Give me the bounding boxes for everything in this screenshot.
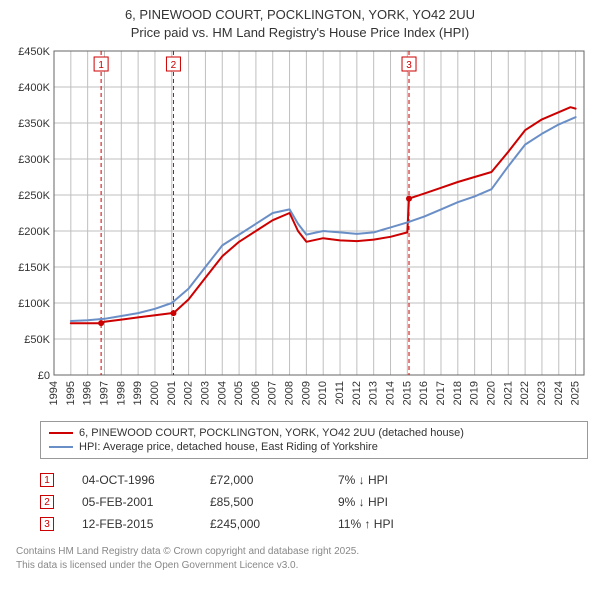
markers-table: 1 04-OCT-1996 £72,000 7% ↓ HPI 2 05-FEB-… xyxy=(40,469,588,535)
title-line2: Price paid vs. HM Land Registry's House … xyxy=(0,24,600,42)
svg-text:2023: 2023 xyxy=(536,381,548,405)
svg-text:2009: 2009 xyxy=(300,381,312,405)
svg-text:2013: 2013 xyxy=(368,381,380,405)
svg-text:2008: 2008 xyxy=(284,381,296,405)
legend-swatch-1 xyxy=(49,432,73,434)
legend-row-2: HPI: Average price, detached house, East… xyxy=(49,440,579,454)
marker-price: £85,500 xyxy=(210,495,310,509)
svg-text:£0: £0 xyxy=(38,370,50,382)
svg-text:1997: 1997 xyxy=(98,381,110,405)
marker-row-1: 1 04-OCT-1996 £72,000 7% ↓ HPI xyxy=(40,469,588,491)
svg-text:3: 3 xyxy=(406,60,412,71)
svg-text:2005: 2005 xyxy=(233,381,245,405)
svg-text:1: 1 xyxy=(98,60,104,71)
svg-text:2006: 2006 xyxy=(250,381,262,405)
svg-text:2001: 2001 xyxy=(166,381,178,405)
svg-text:1994: 1994 xyxy=(48,381,60,405)
marker-date: 05-FEB-2001 xyxy=(82,495,182,509)
marker-date: 04-OCT-1996 xyxy=(82,473,182,487)
svg-text:£450K: £450K xyxy=(18,46,50,58)
svg-text:£50K: £50K xyxy=(24,334,50,346)
marker-pct: 11% ↑ HPI xyxy=(338,517,438,531)
legend: 6, PINEWOOD COURT, POCKLINGTON, YORK, YO… xyxy=(40,421,588,459)
marker-price: £72,000 xyxy=(210,473,310,487)
legend-label-1: 6, PINEWOOD COURT, POCKLINGTON, YORK, YO… xyxy=(79,427,464,439)
svg-text:2016: 2016 xyxy=(418,381,430,405)
svg-text:2018: 2018 xyxy=(452,381,464,405)
svg-text:£350K: £350K xyxy=(18,118,50,130)
svg-text:2024: 2024 xyxy=(553,381,565,405)
marker-badge: 3 xyxy=(40,517,54,531)
footer-line2: This data is licensed under the Open Gov… xyxy=(16,559,588,573)
svg-text:2010: 2010 xyxy=(317,381,329,405)
svg-text:2015: 2015 xyxy=(401,381,413,405)
chart-title: 6, PINEWOOD COURT, POCKLINGTON, YORK, YO… xyxy=(0,0,600,41)
svg-text:2012: 2012 xyxy=(351,381,363,405)
marker-pct: 9% ↓ HPI xyxy=(338,495,438,509)
marker-badge: 1 xyxy=(40,473,54,487)
svg-text:£200K: £200K xyxy=(18,226,50,238)
svg-text:2011: 2011 xyxy=(334,381,346,405)
svg-text:2003: 2003 xyxy=(199,381,211,405)
title-line1: 6, PINEWOOD COURT, POCKLINGTON, YORK, YO… xyxy=(0,6,600,24)
svg-text:2000: 2000 xyxy=(149,381,161,405)
marker-row-3: 3 12-FEB-2015 £245,000 11% ↑ HPI xyxy=(40,513,588,535)
svg-text:2022: 2022 xyxy=(519,381,531,405)
svg-text:2002: 2002 xyxy=(183,381,195,405)
marker-price: £245,000 xyxy=(210,517,310,531)
svg-text:2025: 2025 xyxy=(570,381,582,405)
marker-pct: 7% ↓ HPI xyxy=(338,473,438,487)
marker-date: 12-FEB-2015 xyxy=(82,517,182,531)
svg-text:2007: 2007 xyxy=(267,381,279,405)
marker-badge: 2 xyxy=(40,495,54,509)
svg-text:2004: 2004 xyxy=(216,381,228,405)
svg-text:2020: 2020 xyxy=(485,381,497,405)
chart-area: £0 £50K £100K £150K £200K £250K £300K £350K £400… xyxy=(10,45,590,415)
svg-text:£150K: £150K xyxy=(18,262,50,274)
svg-text:1998: 1998 xyxy=(115,381,127,405)
svg-text:1999: 1999 xyxy=(132,381,144,405)
footer-attribution: Contains HM Land Registry data © Crown c… xyxy=(16,545,588,572)
svg-text:£400K: £400K xyxy=(18,82,50,94)
svg-text:2017: 2017 xyxy=(435,381,447,405)
svg-text:2021: 2021 xyxy=(502,381,514,405)
svg-text:2019: 2019 xyxy=(469,381,481,405)
svg-text:£300K: £300K xyxy=(18,154,50,166)
footer-line1: Contains HM Land Registry data © Crown c… xyxy=(16,545,588,559)
marker-row-2: 2 05-FEB-2001 £85,500 9% ↓ HPI xyxy=(40,491,588,513)
svg-text:1995: 1995 xyxy=(65,381,77,405)
svg-text:£100K: £100K xyxy=(18,298,50,310)
legend-row-1: 6, PINEWOOD COURT, POCKLINGTON, YORK, YO… xyxy=(49,426,579,440)
legend-swatch-2 xyxy=(49,446,73,448)
svg-text:2: 2 xyxy=(171,60,177,71)
svg-text:1996: 1996 xyxy=(82,381,94,405)
legend-label-2: HPI: Average price, detached house, East… xyxy=(79,441,378,453)
svg-text:£250K: £250K xyxy=(18,190,50,202)
svg-text:2014: 2014 xyxy=(385,381,397,405)
line-chart: £0 £50K £100K £150K £200K £250K £300K £350K £400… xyxy=(10,45,590,415)
